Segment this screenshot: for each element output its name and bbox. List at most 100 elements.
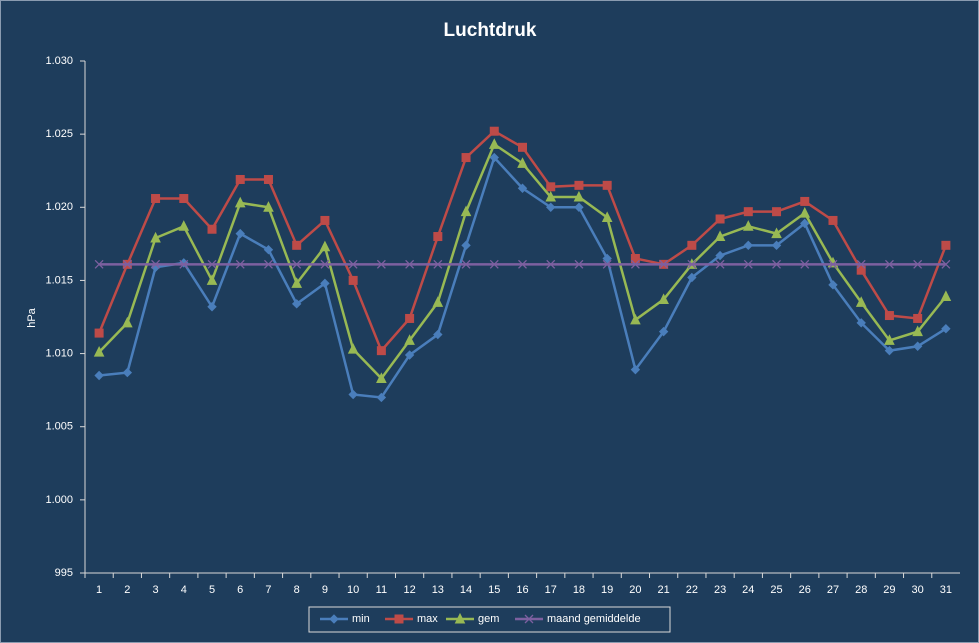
data-point [263, 174, 273, 184]
x-tick-label: 4 [181, 584, 187, 596]
data-point [460, 205, 472, 217]
data-point [517, 157, 528, 168]
data-point [122, 316, 133, 328]
data-point [122, 367, 133, 378]
data-point [179, 259, 189, 269]
legend-marker [329, 614, 339, 624]
x-tick-label: 15 [488, 584, 500, 596]
data-point [489, 152, 499, 163]
data-point [518, 259, 527, 269]
data-point [348, 389, 358, 400]
data-point [855, 296, 867, 307]
data-point [376, 259, 386, 269]
data-point [856, 318, 866, 328]
data-point [347, 343, 359, 354]
data-point [207, 302, 217, 312]
data-point [772, 259, 781, 269]
data-point [348, 275, 358, 285]
data-point [151, 259, 161, 269]
x-tick-label: 6 [237, 584, 243, 596]
x-tick-label: 28 [855, 584, 867, 596]
data-point [574, 259, 584, 269]
data-point [941, 240, 951, 250]
data-point [772, 207, 782, 217]
data-point [771, 227, 782, 239]
x-tick-label: 23 [714, 584, 726, 596]
y-tick-label: 1.000 [45, 494, 73, 506]
legend-marker [394, 614, 404, 624]
x-tick-label: 27 [827, 584, 839, 596]
y-tick-label: 1.015 [45, 274, 73, 286]
y-tick-label: 1.005 [45, 421, 73, 433]
data-point [630, 253, 640, 263]
data-point [574, 180, 584, 190]
data-point [574, 202, 584, 212]
data-point [320, 215, 330, 225]
data-point [546, 202, 556, 212]
data-point [884, 259, 894, 269]
y-tick-label: 1.020 [45, 201, 73, 213]
x-tick-label: 3 [153, 584, 159, 596]
data-point [263, 201, 274, 212]
x-tick-label: 29 [883, 584, 895, 596]
data-point [93, 345, 105, 357]
legend-label: min [352, 613, 370, 625]
y-tick-label: 1.030 [45, 55, 73, 67]
data-point [320, 278, 330, 289]
y-tick-label: 995 [55, 567, 73, 579]
chart-title: Luchtdruk [444, 20, 537, 41]
data-point [489, 126, 499, 136]
data-point [630, 259, 640, 269]
data-point [941, 259, 951, 269]
data-point [518, 142, 527, 152]
data-point [884, 345, 895, 356]
data-point [235, 174, 245, 184]
data-point [320, 259, 330, 269]
data-point [659, 259, 669, 269]
data-point [687, 259, 697, 269]
data-point [207, 259, 217, 269]
data-point [630, 364, 641, 375]
data-point [715, 250, 725, 261]
data-point [602, 259, 612, 269]
data-point [658, 293, 669, 304]
data-point [376, 372, 387, 383]
x-tick-label: 26 [799, 584, 811, 596]
data-point [800, 259, 810, 269]
data-point [601, 211, 613, 223]
data-point [771, 240, 782, 251]
data-point [884, 334, 895, 345]
data-point [743, 259, 753, 269]
x-tick-label: 18 [573, 584, 585, 596]
data-point [742, 220, 754, 231]
data-point [545, 190, 557, 202]
data-point [912, 341, 923, 351]
x-tick-label: 24 [742, 584, 754, 596]
data-point [658, 326, 669, 337]
data-point [376, 346, 386, 356]
data-point [488, 138, 500, 149]
x-tick-label: 20 [629, 584, 641, 596]
data-point [602, 253, 612, 264]
data-point [828, 215, 838, 225]
x-tick-label: 25 [770, 584, 782, 596]
legend-label: maand gemiddelde [547, 613, 641, 625]
data-point [687, 240, 697, 250]
data-point [292, 259, 302, 269]
legend-label: gem [478, 613, 499, 625]
data-point [433, 259, 443, 269]
data-point [150, 231, 161, 243]
data-point [94, 370, 104, 381]
data-point [178, 220, 190, 231]
data-point [630, 313, 641, 325]
x-tick-label: 2 [124, 584, 130, 596]
data-point [715, 259, 725, 269]
y-tick-label: 1.025 [45, 128, 73, 140]
x-tick-label: 31 [940, 584, 952, 596]
data-point [263, 245, 274, 255]
data-point [941, 323, 951, 334]
data-point [856, 259, 866, 269]
x-tick-label: 8 [294, 584, 300, 596]
data-point [122, 259, 132, 269]
